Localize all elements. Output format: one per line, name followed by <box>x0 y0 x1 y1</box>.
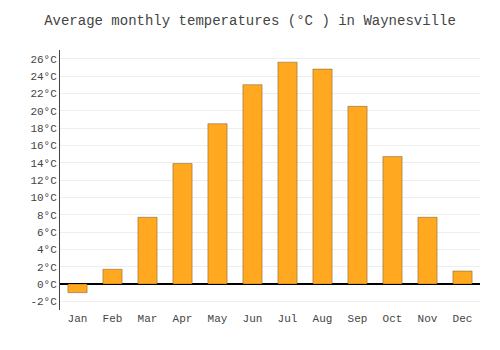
svg-text:Aug: Aug <box>313 313 333 325</box>
svg-text:Average monthly temperatures (: Average monthly temperatures (°C ) in Wa… <box>44 13 456 29</box>
svg-text:26°C: 26°C <box>30 54 57 66</box>
svg-text:20°C: 20°C <box>30 106 57 118</box>
svg-text:14°C: 14°C <box>30 158 57 170</box>
svg-text:Jul: Jul <box>278 313 298 325</box>
svg-text:6°C: 6°C <box>37 227 57 239</box>
svg-text:8°C: 8°C <box>37 210 57 222</box>
svg-text:Feb: Feb <box>103 313 123 325</box>
svg-text:Jan: Jan <box>68 313 88 325</box>
svg-text:0°C: 0°C <box>37 279 57 291</box>
svg-text:Sep: Sep <box>348 313 368 325</box>
svg-text:22°C: 22°C <box>30 88 57 100</box>
svg-text:2°C: 2°C <box>37 262 57 274</box>
svg-text:Mar: Mar <box>138 313 158 325</box>
svg-text:Apr: Apr <box>173 313 193 325</box>
svg-text:18°C: 18°C <box>30 123 57 135</box>
svg-text:4°C: 4°C <box>37 244 57 256</box>
svg-text:Oct: Oct <box>383 313 403 325</box>
svg-text:Jun: Jun <box>243 313 263 325</box>
svg-text:Dec: Dec <box>453 313 473 325</box>
svg-text:10°C: 10°C <box>30 192 57 204</box>
svg-text:16°C: 16°C <box>30 140 57 152</box>
svg-text:May: May <box>208 313 228 325</box>
svg-text:12°C: 12°C <box>30 175 57 187</box>
svg-text:-2°C: -2°C <box>30 296 57 308</box>
svg-text:24°C: 24°C <box>30 71 57 83</box>
svg-text:Nov: Nov <box>418 313 438 325</box>
